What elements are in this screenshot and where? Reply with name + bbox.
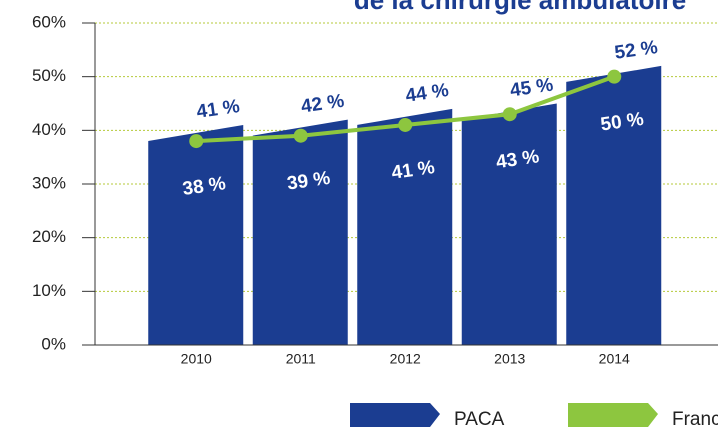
value-label: 45 % <box>509 75 555 102</box>
legend-swatch <box>568 403 658 427</box>
value-label: 41 % <box>195 96 241 123</box>
point <box>189 134 204 149</box>
x-tick-label: 2013 <box>494 351 525 367</box>
legend-swatch <box>350 403 440 427</box>
point <box>293 128 308 143</box>
bar <box>461 103 557 345</box>
x-tick-label: 2010 <box>181 351 212 367</box>
y-tick-label: 60% <box>32 12 66 31</box>
value-label: 42 % <box>300 91 346 118</box>
y-tick-label: 20% <box>32 227 66 246</box>
value-label: 52 % <box>613 37 659 64</box>
y-tick-label: 0% <box>41 334 66 353</box>
x-tick-label: 2011 <box>286 351 316 367</box>
legend-label: France <box>672 409 718 427</box>
y-tick-label: 50% <box>32 66 66 85</box>
point <box>398 117 413 132</box>
bar <box>357 108 453 345</box>
bar <box>148 124 244 345</box>
value-label: 44 % <box>404 80 450 107</box>
y-tick-label: 30% <box>32 173 66 192</box>
y-tick-label: 10% <box>32 281 66 300</box>
point <box>502 107 517 122</box>
x-tick-label: 2012 <box>390 351 421 367</box>
point <box>607 69 622 84</box>
y-tick-label: 40% <box>32 120 66 139</box>
x-tick-label: 2014 <box>599 351 630 367</box>
chart-title: de la chirurgie ambulatoire <box>354 0 686 15</box>
bar <box>252 119 348 345</box>
bar <box>566 65 662 345</box>
legend-label: PACA <box>454 409 505 427</box>
